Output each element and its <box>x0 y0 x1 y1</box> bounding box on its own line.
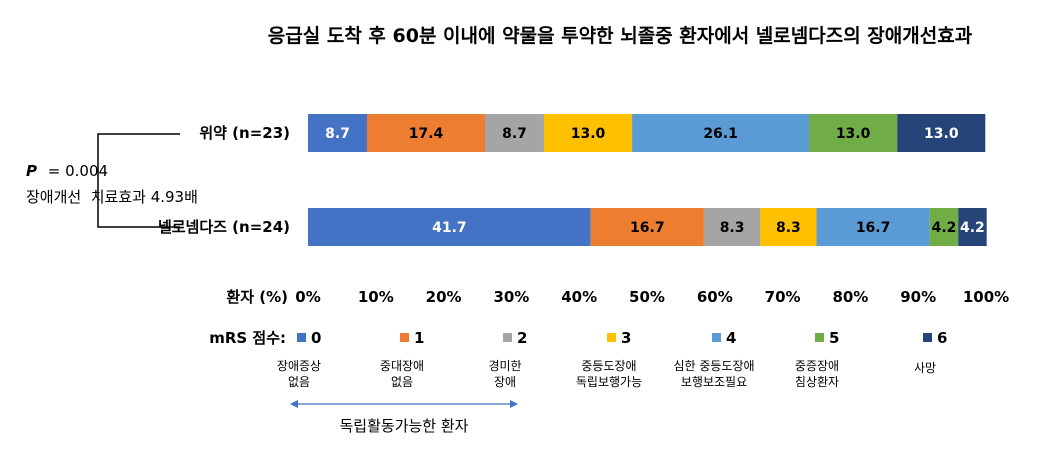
bar-segment-mrs5-row2 <box>929 208 959 246</box>
bar-segment-mrs3-row2 <box>760 208 817 246</box>
significance-bracket <box>97 133 180 228</box>
data-label-mrs2-row2: 8.3 <box>720 220 745 236</box>
legend-label-1: 1 <box>414 329 424 347</box>
x-tick-label: 20% <box>426 288 462 306</box>
x-axis-label: 환자 (%) <box>226 288 288 306</box>
chart-title: 응급실 도착 후 60분 이내에 약물을 투약한 뇌졸중 환자에서 넬로넴다즈의… <box>268 25 973 47</box>
legend-label-0: 0 <box>311 329 321 347</box>
data-label-mrs1-row2: 16.7 <box>630 220 665 236</box>
x-tick-label: 80% <box>832 288 868 306</box>
legend-swatch-3 <box>607 333 616 342</box>
data-label-mrs5-row2: 4.2 <box>932 220 957 236</box>
data-label-mrs2-row1: 8.7 <box>502 126 527 142</box>
data-label-mrs0-row1: 8.7 <box>325 126 350 142</box>
x-tick-label: 50% <box>629 288 665 306</box>
legend-description-3: 중등도장애 독립보행가능 <box>576 359 642 389</box>
legend-swatch-1 <box>400 333 409 342</box>
data-label-mrs6-row1: 13.0 <box>924 126 959 142</box>
x-tick-label: 90% <box>900 288 936 306</box>
x-tick-label: 10% <box>358 288 394 306</box>
x-tick-label: 70% <box>765 288 801 306</box>
legend-swatch-5 <box>815 333 824 342</box>
legend: 0 장애증상 없음 1 중대장애 없음 2 경미한 장애 3 중등도장애 독립보행가능 4 심한 중등도장… <box>277 329 948 389</box>
legend-description-2: 경미한 장애 <box>488 359 521 389</box>
category-label-2: 넬로넴다즈 (n=24) <box>158 218 290 236</box>
bar-segment-mrs0-row1 <box>308 114 367 152</box>
x-ticks-group: 0% 10% 20% 30% 40% 50% 60% 70% 80% 90% 100% <box>295 288 1009 306</box>
legend-swatch-0 <box>297 333 306 342</box>
data-label-mrs0-row2: 41.7 <box>432 220 467 236</box>
legend-label-3: 3 <box>621 329 631 347</box>
bar-segment-mrs4-row1 <box>632 114 810 152</box>
segment-labels-group: 8.7 17.4 8.7 13.0 26.1 13.0 13.0 41.7 16.7 8.3 8.3… <box>325 126 985 236</box>
x-tick-label: 60% <box>697 288 733 306</box>
legend-description-4: 심한 중등도장애 보행보조필요 <box>673 359 754 389</box>
data-label-mrs4-row1: 26.1 <box>703 126 738 142</box>
x-tick-label: 40% <box>561 288 597 306</box>
bar-segment-mrs1-row1 <box>367 114 485 152</box>
legend-title: mRS 점수: <box>209 329 286 347</box>
legend-description-0: 장애증상 없음 <box>277 359 321 389</box>
data-label-mrs1-row1: 17.4 <box>409 126 444 142</box>
p-value: = 0.004 <box>48 162 108 180</box>
range-label: 독립활동가능한 환자 <box>340 417 469 435</box>
data-label-mrs3-row2: 8.3 <box>776 220 801 236</box>
data-label-mrs3-row1: 13.0 <box>571 126 606 142</box>
x-tick-label: 30% <box>493 288 529 306</box>
p-label: P <box>26 162 37 180</box>
bar-segment-mrs3-row1 <box>543 114 632 152</box>
data-label-mrs5-row1: 13.0 <box>836 126 871 142</box>
category-labels-group: 위약 (n=23) 넬로넴다즈 (n=24) <box>158 124 290 236</box>
legend-label-5: 5 <box>829 329 839 347</box>
effect-annotation: 장애개선 치료효과 4.93배 <box>26 188 198 206</box>
data-label-mrs4-row2: 16.7 <box>856 220 891 236</box>
bar-segment-mrs2-row2 <box>704 208 761 246</box>
bar-segment-mrs0-row2 <box>308 208 591 246</box>
legend-description-5: 중증장애 침상환자 <box>795 359 839 389</box>
x-tick-label: 100% <box>963 288 1009 306</box>
p-value-annotation: P = 0.004 <box>26 162 108 180</box>
legend-swatch-4 <box>712 333 721 342</box>
bar-segment-mrs6-row1 <box>897 114 986 152</box>
legend-swatch-6 <box>923 333 932 342</box>
range-arrow <box>290 400 518 408</box>
bars-group <box>308 114 987 246</box>
bar-segment-mrs6-row2 <box>958 208 987 246</box>
legend-label-2: 2 <box>517 329 527 347</box>
category-label-1: 위약 (n=23) <box>199 124 290 142</box>
x-tick-label: 0% <box>295 288 320 306</box>
bar-segment-mrs4-row2 <box>816 208 930 246</box>
legend-description-6: 사망 <box>914 361 936 375</box>
legend-swatch-2 <box>503 333 512 342</box>
data-label-mrs6-row2: 4.2 <box>960 220 985 236</box>
bar-segment-mrs5-row1 <box>809 114 898 152</box>
bar-segment-mrs1-row2 <box>590 208 704 246</box>
legend-label-4: 4 <box>726 329 736 347</box>
bar-segment-mrs2-row1 <box>485 114 544 152</box>
legend-description-1: 중대장애 없음 <box>380 359 424 389</box>
legend-label-6: 6 <box>937 329 947 347</box>
